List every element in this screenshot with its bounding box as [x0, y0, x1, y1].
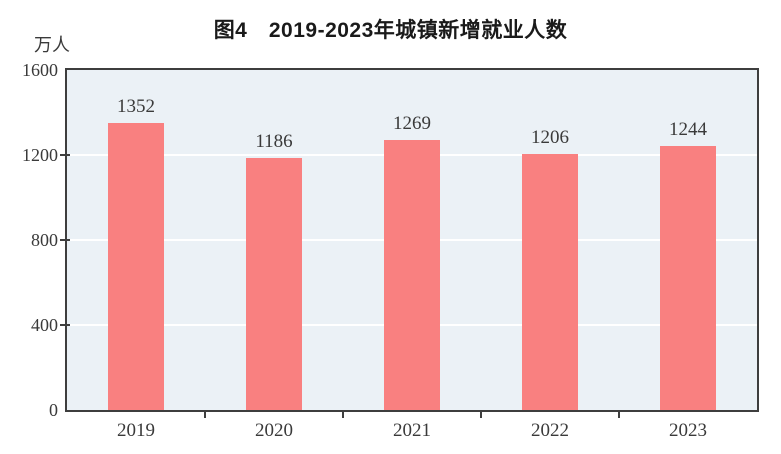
- y-axis-tick-label: 400: [31, 315, 58, 335]
- x-axis-tick-mark: [480, 410, 482, 418]
- bar-value-label: 1186: [255, 130, 293, 152]
- x-axis-tick-label: 2023: [669, 420, 707, 441]
- bar-value-label: 1244: [669, 118, 707, 140]
- bar-2019: [108, 122, 164, 410]
- y-axis-tick-label: 1200: [22, 145, 58, 165]
- plot-area: [65, 68, 759, 412]
- x-axis-tick-label: 2020: [255, 420, 293, 441]
- bar-2023: [660, 145, 716, 410]
- bar-value-label: 1206: [531, 126, 569, 148]
- y-axis-tick-mark: [60, 154, 70, 156]
- x-axis-tick-label: 2019: [117, 420, 155, 441]
- y-axis-tick-mark: [60, 239, 70, 241]
- bar-2022: [522, 153, 578, 410]
- y-axis-tick-label: 1600: [22, 60, 58, 80]
- x-axis-tick-mark: [618, 410, 620, 418]
- chart-title: 图4 2019-2023年城镇新增就业人数: [213, 19, 568, 42]
- bar-2020: [246, 157, 302, 410]
- y-axis-unit-label: 万人: [34, 35, 70, 55]
- y-axis-tick-mark: [60, 324, 70, 326]
- y-axis-tick-label: 0: [49, 400, 58, 420]
- x-axis-tick-label: 2022: [531, 420, 569, 441]
- bar-value-label: 1352: [117, 95, 155, 117]
- bar-value-label: 1269: [393, 113, 431, 135]
- bar-2021: [384, 140, 440, 410]
- y-axis-tick-label: 800: [31, 230, 58, 250]
- x-axis-tick-label: 2021: [393, 420, 431, 441]
- x-axis-tick-mark: [342, 410, 344, 418]
- x-axis-tick-mark: [204, 410, 206, 418]
